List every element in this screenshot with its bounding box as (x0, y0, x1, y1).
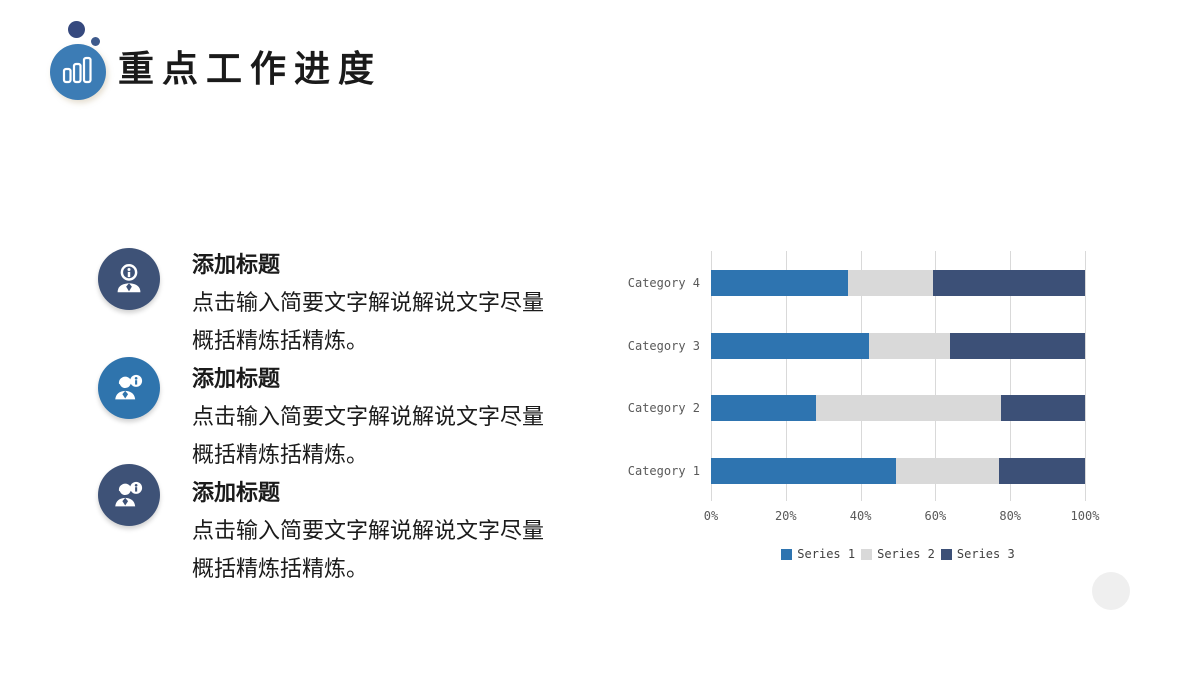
chart-gridlines (711, 251, 1086, 501)
decor-dot-small (91, 37, 100, 46)
list-item: 添加标题 点击输入简要文字解说解说文字尽量 概括精炼括精炼。 (98, 357, 578, 474)
legend-swatch (940, 548, 952, 560)
header-icon-circle (50, 44, 106, 100)
legend-label: Series 2 (877, 547, 935, 561)
category-label: Category 3 (627, 338, 700, 353)
x-tick-label: 100% (1070, 509, 1100, 523)
bar-segment-series-3 (949, 332, 1085, 359)
corner-decor-circle (1092, 572, 1130, 610)
item-desc-line: 概括精炼括精炼。 (192, 442, 369, 467)
item-desc-line: 概括精炼括精炼。 (192, 556, 369, 581)
x-tick-label: 0% (703, 509, 719, 523)
legend-label: Series 1 (797, 547, 856, 561)
x-tick-label: 60% (924, 509, 947, 523)
chart-row: Category 2 (627, 395, 1085, 422)
list-item: 添加标题 点击输入简要文字解说解说文字尽量 概括精炼括精炼。 (98, 464, 578, 588)
bar-segment-series-1 (711, 332, 869, 359)
legend-swatch (861, 548, 873, 560)
legend-item: Series 3 (940, 547, 1015, 561)
bar-segment-series-3 (1000, 395, 1085, 422)
category-label: Category 1 (627, 463, 700, 478)
gridline (935, 251, 937, 501)
bar-segment-series-1 (711, 395, 817, 422)
gridline (860, 251, 862, 501)
list-item: 添加标题 点击输入简要文字解说解说文字尽量 概括精炼括精炼。 (98, 246, 578, 360)
item-text: 添加标题 点击输入简要文字解说解说文字尽量 概括精炼括精炼。 (192, 360, 544, 474)
decor-dot-large (68, 21, 85, 38)
bar-track (711, 457, 1085, 484)
chart-rows: Category 4 Category 3 Category 2 Category 1 (627, 251, 1085, 501)
person-info-icon (98, 248, 160, 310)
page-title: 重点工作进度 (118, 48, 383, 89)
chart-legend: Series 1 Series 2 Series 3 (711, 547, 1085, 561)
bar-segment-series-2 (847, 270, 934, 297)
chart-plot-area (711, 251, 1086, 501)
x-tick-label: 80% (999, 509, 1022, 523)
bar-segment-series-1 (711, 457, 896, 484)
item-text: 添加标题 点击输入简要文字解说解说文字尽量 概括精炼括精炼。 (192, 474, 544, 588)
bar-track (711, 270, 1085, 297)
item-desc-line: 点击输入简要文字解说解说文字尽量 (192, 518, 545, 543)
stacked-bar-chart: Category 4 Category 3 Category 2 Category 1… (627, 251, 1100, 571)
legend-item: Series 2 (861, 547, 935, 561)
chart-row: Category 1 (627, 457, 1085, 484)
x-tick-label: 20% (774, 509, 797, 523)
chart-row: Category 4 (627, 270, 1085, 297)
bar-chart-icon (62, 56, 94, 89)
x-axis: 0% 20% 40% 60% 80% 100% (704, 509, 1100, 527)
person-info-badge-icon (98, 357, 160, 419)
person-info-badge-icon (98, 464, 160, 526)
bar-segment-series-3 (933, 270, 1085, 297)
gridline (711, 251, 712, 501)
bar-segment-series-2 (816, 395, 1001, 422)
chart-row: Category 3 (627, 332, 1085, 359)
feature-list: 添加标题 点击输入简要文字解说解说文字尽量 概括精炼括精炼。 添加标题 (98, 246, 578, 588)
item-title: 添加标题 (192, 252, 281, 277)
gridline (785, 251, 787, 501)
legend-label: Series 3 (956, 547, 1015, 561)
bar-segment-series-2 (895, 457, 999, 484)
bar-segment-series-1 (711, 270, 848, 297)
header-icon-cluster (48, 17, 128, 100)
x-tick-label: 40% (849, 509, 872, 523)
legend-item: Series 1 (781, 547, 855, 561)
item-text: 添加标题 点击输入简要文字解说解说文字尽量 概括精炼括精炼。 (192, 246, 544, 360)
legend-swatch (781, 548, 793, 560)
gridline (1085, 251, 1086, 501)
bar-track (711, 332, 1085, 359)
category-label: Category 2 (627, 401, 700, 416)
item-desc-line: 概括精炼括精炼。 (192, 328, 369, 353)
item-title: 添加标题 (192, 366, 281, 391)
bar-segment-series-3 (998, 457, 1085, 484)
bar-track (711, 395, 1085, 422)
item-title: 添加标题 (192, 480, 281, 505)
item-desc-line: 点击输入简要文字解说解说文字尽量 (192, 290, 545, 315)
gridline (1010, 251, 1012, 501)
item-desc-line: 点击输入简要文字解说解说文字尽量 (192, 404, 545, 429)
bar-segment-series-2 (868, 332, 950, 359)
category-label: Category 4 (627, 276, 700, 291)
